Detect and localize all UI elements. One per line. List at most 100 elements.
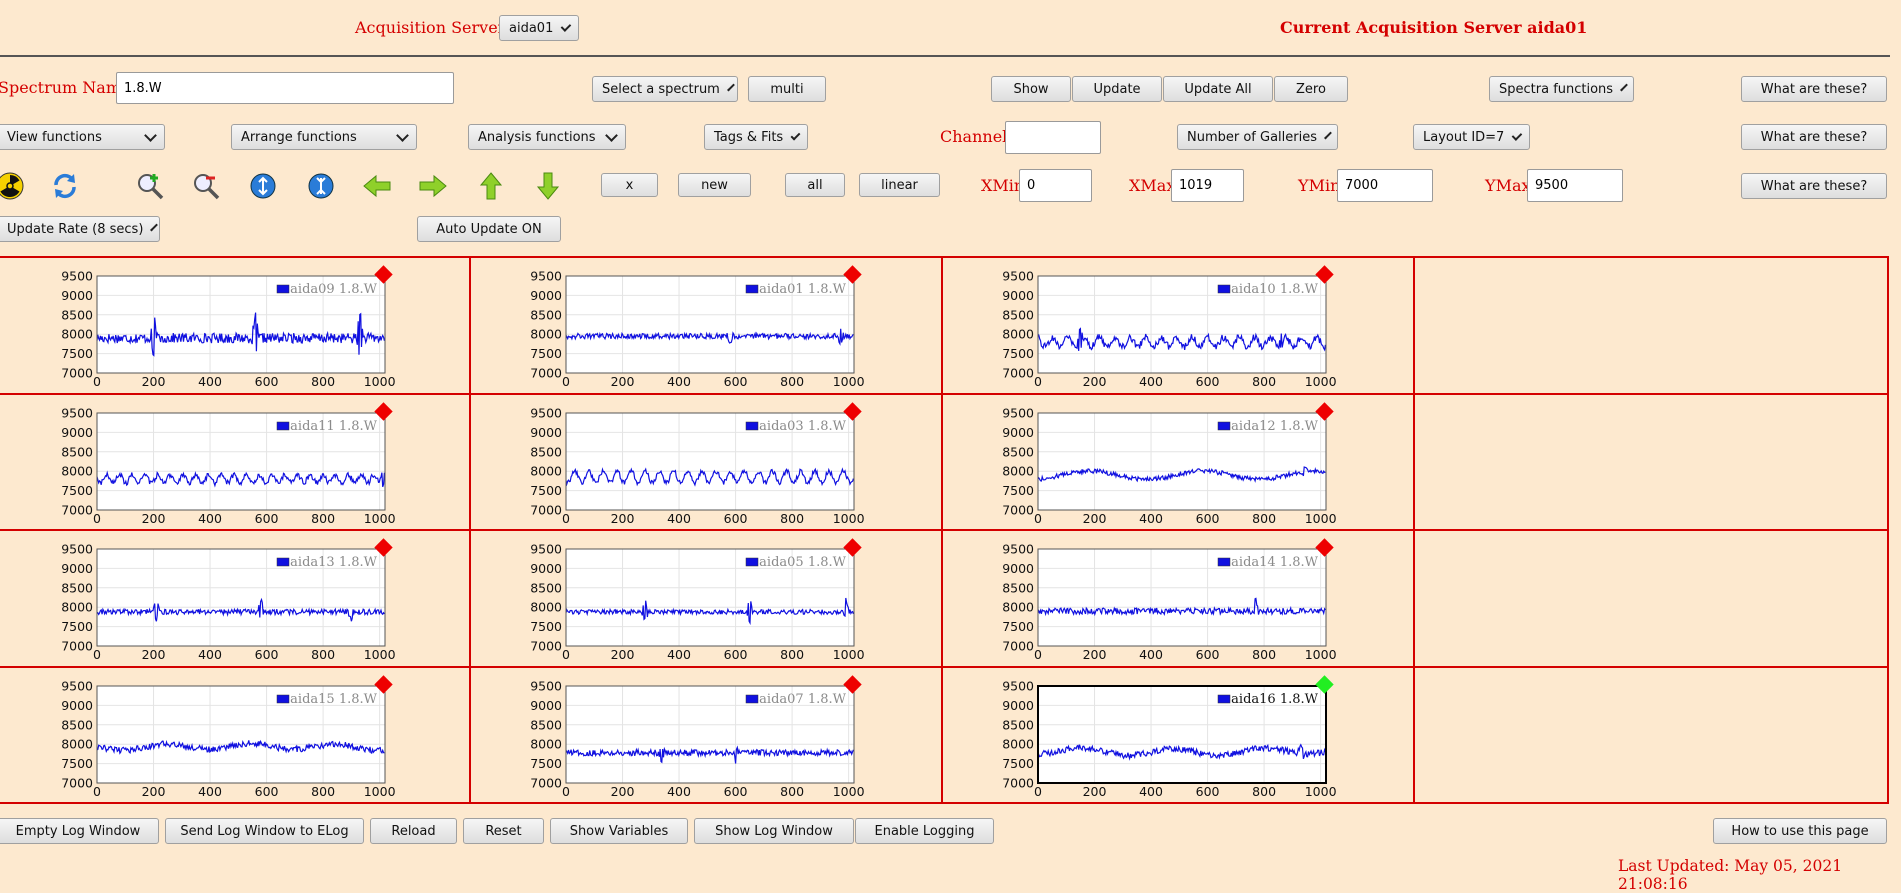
arrow-right-icon[interactable] <box>418 171 448 201</box>
legend-swatch <box>745 694 759 704</box>
spectrum-plot[interactable]: 9500 9000 8500 8000 7500 7000 0 200 400 600 800 100… <box>530 265 865 389</box>
y-tick-label: 7000 <box>1002 639 1034 654</box>
spectrum-name-input[interactable]: 1.8.W <box>116 72 454 104</box>
spectrum-plot[interactable]: 9500 9000 8500 8000 7500 7000 0 200 400 600 800 100… <box>61 675 396 799</box>
update-button[interactable]: Update <box>1072 76 1162 102</box>
zoom-out-icon[interactable] <box>191 171 221 201</box>
auto-update-button[interactable]: Auto Update ON <box>417 216 561 242</box>
tags-fits-dropdown[interactable]: Tags & Fits <box>704 124 808 150</box>
expand-y-icon[interactable] <box>248 171 278 201</box>
spectrum-plot[interactable]: 9500 9000 8500 8000 7500 7000 0 200 400 600 800 100… <box>61 402 396 526</box>
spectrum-plot[interactable]: 9500 9000 8500 8000 7500 7000 0 200 400 600 800 100… <box>530 402 865 526</box>
x-tick-label: 600 <box>255 511 279 526</box>
how-to-use-button[interactable]: How to use this page <box>1713 818 1887 844</box>
what-are-these-button-1[interactable]: What are these? <box>1741 76 1887 102</box>
what-are-these-button-2[interactable]: What are these? <box>1741 124 1887 150</box>
spectrum-plot[interactable]: 9500 9000 8500 8000 7500 7000 0 200 400 600 800 100… <box>530 675 865 799</box>
x-tick-label: 400 <box>1139 374 1163 389</box>
plot-background <box>566 549 854 646</box>
server-select[interactable]: aida01 <box>499 15 579 41</box>
spectrum-plot[interactable]: 9500 9000 8500 8000 7500 7000 0 200 400 600 800 100… <box>61 265 396 389</box>
xmax-input[interactable]: 1019 <box>1171 169 1244 202</box>
zoom-in-icon[interactable] <box>135 171 165 201</box>
y-tick-label: 9000 <box>1002 698 1034 713</box>
arrange-functions-dropdown[interactable]: Arrange functions <box>231 124 417 150</box>
spectrum-plot[interactable]: 9500 9000 8500 8000 7500 7000 0 200 400 600 800 100… <box>1002 265 1337 389</box>
y-tick-label: 7000 <box>1002 776 1034 791</box>
spectrum-plot[interactable]: 9500 9000 8500 8000 7500 7000 0 200 400 600 800 100… <box>1002 538 1337 662</box>
x-tick-label: 400 <box>667 511 691 526</box>
ymin-input[interactable]: 7000 <box>1337 169 1433 202</box>
status-diamond-red[interactable] <box>1315 402 1334 421</box>
all-button[interactable]: all <box>785 173 845 197</box>
x-tick-label: 0 <box>1034 784 1042 799</box>
enable-logging-button[interactable]: Enable Logging <box>855 818 994 844</box>
x-tick-label: 800 <box>311 784 335 799</box>
arrow-left-icon[interactable] <box>362 171 392 201</box>
status-diamond-red[interactable] <box>843 538 862 557</box>
x-tick-label: 1000 <box>1305 784 1337 799</box>
arrow-down-icon[interactable] <box>533 171 563 201</box>
shrink-y-icon[interactable] <box>306 171 336 201</box>
show-button[interactable]: Show <box>991 76 1071 102</box>
status-diamond-red[interactable] <box>374 265 393 284</box>
y-tick-label: 8000 <box>61 600 93 615</box>
x-tick-label: 600 <box>724 784 748 799</box>
new-button[interactable]: new <box>678 173 751 197</box>
plot-background <box>566 276 854 373</box>
status-diamond-red[interactable] <box>843 675 862 694</box>
x-button[interactable]: x <box>601 173 658 197</box>
status-diamond-red[interactable] <box>374 538 393 557</box>
ymin-label: YMin <box>1298 176 1341 195</box>
number-of-galleries-dropdown[interactable]: Number of Galleries <box>1177 124 1338 150</box>
status-diamond-red[interactable] <box>843 265 862 284</box>
refresh-icon[interactable] <box>50 171 80 201</box>
chevron-down-icon <box>560 20 572 32</box>
update-rate-dropdown[interactable]: Update Rate (8 secs) <box>0 216 160 242</box>
zero-button[interactable]: Zero <box>1274 76 1348 102</box>
arrow-up-icon[interactable] <box>476 171 506 201</box>
gallery-divider <box>0 256 1887 258</box>
plot-background <box>1038 549 1326 646</box>
acquisition-servers-label: Acquisition Servers <box>355 18 514 37</box>
linear-button[interactable]: linear <box>859 173 940 197</box>
layout-id-dropdown[interactable]: Layout ID=7 <box>1413 124 1530 150</box>
spectra-functions-dropdown[interactable]: Spectra functions <box>1489 76 1634 102</box>
reset-button[interactable]: Reset <box>463 818 544 844</box>
xmin-input[interactable]: 0 <box>1019 169 1092 202</box>
status-diamond-red[interactable] <box>374 675 393 694</box>
ymax-input[interactable]: 9500 <box>1527 169 1623 202</box>
analysis-functions-dropdown[interactable]: Analysis functions <box>468 124 626 150</box>
y-tick-label: 9500 <box>61 406 93 421</box>
what-are-these-button-3[interactable]: What are these? <box>1741 173 1887 199</box>
show-log-window-button[interactable]: Show Log Window <box>694 818 854 844</box>
spectrum-series-line <box>1037 597 1326 617</box>
view-functions-dropdown[interactable]: View functions <box>0 124 165 150</box>
status-diamond-red[interactable] <box>1315 265 1334 284</box>
select-spectrum-dropdown[interactable]: Select a spectrum <box>592 76 738 102</box>
reload-button[interactable]: Reload <box>370 818 457 844</box>
x-tick-label: 800 <box>1252 784 1276 799</box>
y-tick-label: 8000 <box>61 327 93 342</box>
status-diamond-green[interactable] <box>1315 675 1334 694</box>
show-variables-button[interactable]: Show Variables <box>550 818 688 844</box>
spectrum-plot[interactable]: 9500 9000 8500 8000 7500 7000 0 200 400 600 800 100… <box>1002 675 1337 799</box>
update-all-button[interactable]: Update All <box>1163 76 1273 102</box>
send-log-to-elog-button[interactable]: Send Log Window to ELog <box>165 818 364 844</box>
channel-input[interactable] <box>1005 121 1101 154</box>
x-tick-label: 200 <box>611 374 635 389</box>
spectrum-plot[interactable]: 9500 9000 8500 8000 7500 7000 0 200 400 600 800 100… <box>530 538 865 662</box>
x-tick-label: 0 <box>1034 374 1042 389</box>
status-diamond-red[interactable] <box>374 402 393 421</box>
empty-log-window-button[interactable]: Empty Log Window <box>0 818 159 844</box>
spectrum-plot[interactable]: 9500 9000 8500 8000 7500 7000 0 200 400 600 800 100… <box>61 538 396 662</box>
multi-button[interactable]: multi <box>748 76 826 102</box>
legend-label: aida11 1.8.W <box>290 419 377 434</box>
spectrum-plot[interactable]: 9500 9000 8500 8000 7500 7000 0 200 400 600 800 100… <box>1002 402 1337 526</box>
legend-swatch <box>276 284 290 294</box>
radiation-icon[interactable] <box>0 171 25 201</box>
status-diamond-red[interactable] <box>843 402 862 421</box>
status-diamond-red[interactable] <box>1315 538 1334 557</box>
